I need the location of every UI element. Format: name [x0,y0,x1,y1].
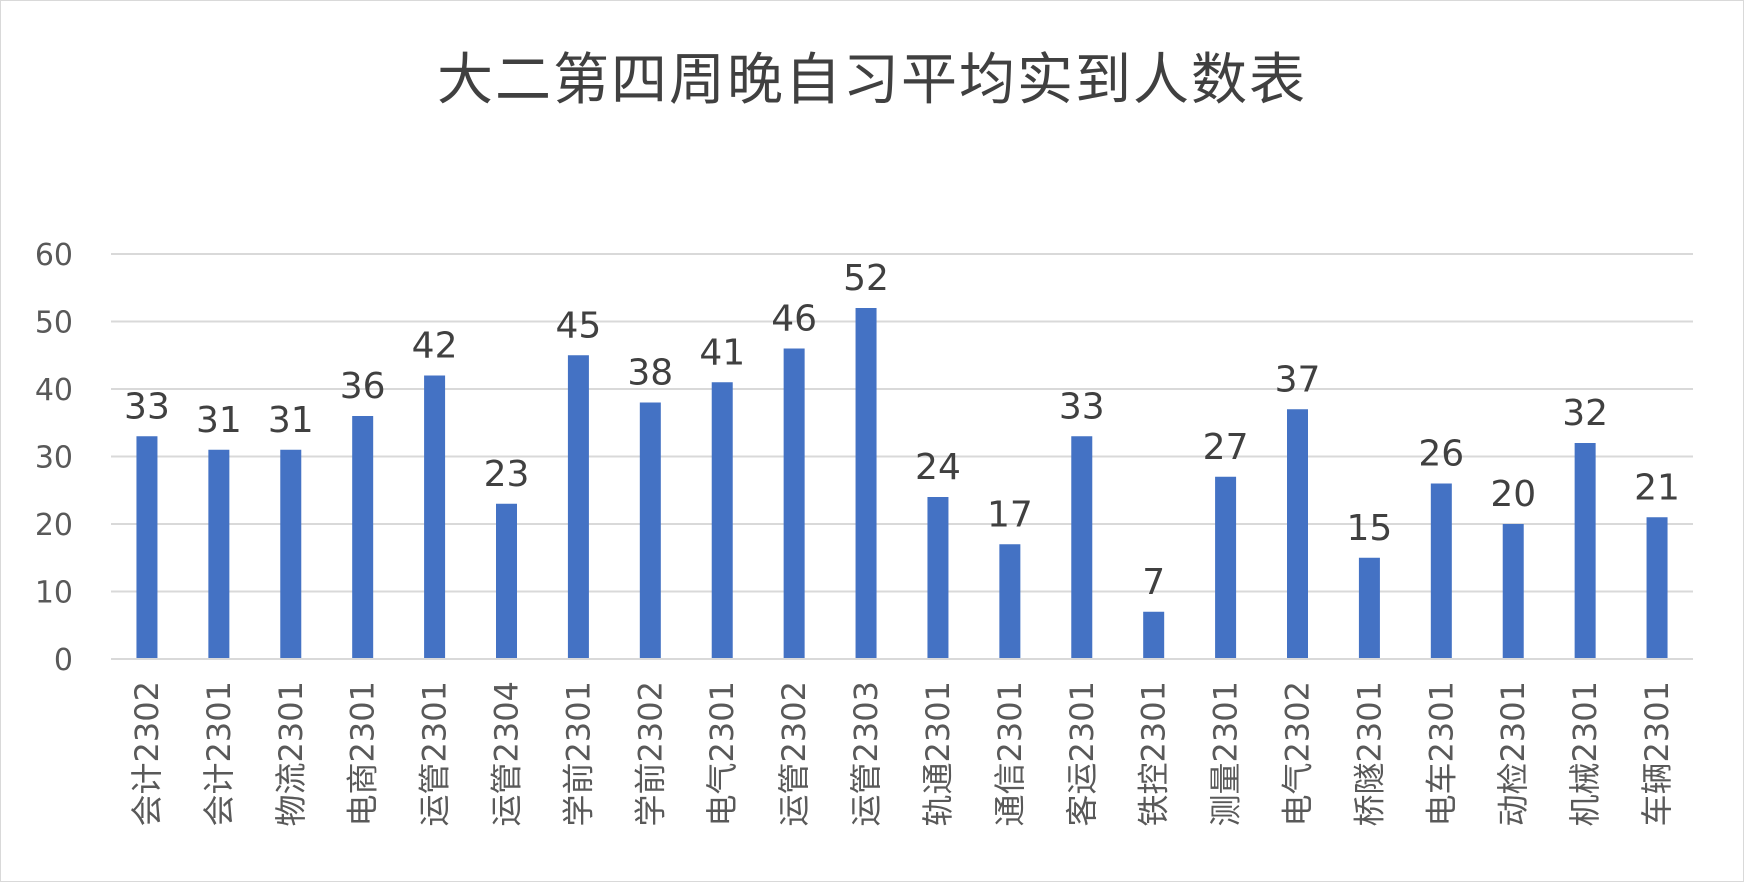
bar [496,503,517,659]
gridlines [111,253,1693,593]
bar [1574,443,1596,659]
category-label: 机械2301 [1566,681,1604,826]
data-label: 27 [1203,427,1249,468]
y-tick-label: 60 [35,238,73,273]
data-label: 33 [1059,386,1105,427]
data-label: 7 [1142,562,1165,603]
data-label: 23 [484,454,530,495]
data-label: 20 [1490,474,1536,515]
y-tick-label: 20 [35,508,73,543]
category-label: 铁控2301 [1135,681,1173,826]
category-label: 客运2301 [1063,681,1101,826]
x-axis-categories: 会计2302 会计2301 物流2301 电商2301 运管2301 运管2304 学前23… [128,681,1676,826]
y-axis-ticks: 0 10 20 30 40 50 60 [35,238,73,678]
data-label: 37 [1275,359,1321,400]
bar [424,375,446,659]
bar [639,402,661,659]
data-label: 41 [699,332,745,373]
category-label: 运管2302 [775,681,813,826]
category-label: 会计2302 [128,681,166,826]
data-label: 24 [915,447,961,488]
bar [1215,476,1237,659]
data-label: 32 [1562,393,1608,434]
y-tick-label: 30 [35,441,73,476]
bar [1358,557,1380,659]
y-tick-label: 40 [35,373,73,408]
category-label: 电气2302 [1279,681,1317,826]
data-label: 26 [1418,434,1464,475]
data-label: 36 [340,366,386,407]
category-label: 会计2301 [200,681,238,826]
bar [855,308,877,659]
bar [1646,517,1668,659]
data-label: 42 [412,326,458,367]
category-label: 电车2301 [1422,681,1460,826]
category-label: 学前2302 [631,681,669,826]
category-label: 运管2304 [488,681,526,826]
bar [1287,409,1308,659]
bar [1502,524,1524,659]
y-tick-label: 10 [35,576,73,611]
chart-title: 大二第四周晚自习平均实到人数表 [437,48,1307,113]
data-label: 15 [1347,508,1393,549]
bar [352,416,374,659]
category-label: 轨通2301 [919,681,957,826]
category-label: 学前2301 [559,681,597,826]
bar [567,355,589,659]
data-label: 52 [843,258,889,299]
category-label: 测量2301 [1207,681,1245,826]
bar [280,449,302,659]
category-label: 电商2301 [344,681,382,826]
bar [1071,436,1093,659]
category-label: 运管2303 [847,681,885,826]
category-label: 车辆2301 [1638,681,1676,826]
data-label: 38 [627,353,673,394]
data-label: 31 [196,400,242,441]
bar [136,436,158,659]
category-label: 运管2301 [416,681,454,826]
category-label: 桥隧2301 [1350,681,1388,826]
category-label: 动检2301 [1494,681,1532,826]
bar [927,497,949,659]
data-label: 33 [124,386,170,427]
bar [783,348,805,659]
data-label: 46 [771,299,817,340]
bar [208,449,230,659]
bar [1143,611,1165,659]
data-label: 31 [268,400,314,441]
category-label: 通信2301 [991,681,1029,826]
data-label: 45 [556,305,602,346]
bar [1430,483,1452,659]
category-label: 电气2301 [703,681,741,826]
data-label: 17 [987,494,1033,535]
bar [999,544,1021,659]
y-tick-label: 0 [54,643,73,678]
category-label: 物流2301 [272,681,310,826]
data-labels: 33 31 31 36 42 23 45 38 41 46 52 24 17 33 7 27 37 15 26 20 3… [124,258,1680,603]
bar [711,382,733,659]
y-tick-label: 50 [35,306,73,341]
data-label: 21 [1634,467,1680,508]
bars [136,308,1668,659]
